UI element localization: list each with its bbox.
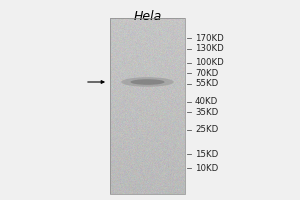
Text: 55KD: 55KD <box>195 79 218 88</box>
Text: 15KD: 15KD <box>195 150 218 159</box>
Bar <box>110 18 185 194</box>
Text: Hela: Hela <box>134 10 162 23</box>
Text: 35KD: 35KD <box>195 108 218 117</box>
Text: 100KD: 100KD <box>195 58 224 67</box>
Ellipse shape <box>130 79 165 85</box>
Text: 10KD: 10KD <box>195 164 218 173</box>
Text: 70KD: 70KD <box>195 69 218 78</box>
Text: 170KD: 170KD <box>195 34 224 43</box>
Text: 130KD: 130KD <box>195 44 224 53</box>
Text: 25KD: 25KD <box>195 125 218 134</box>
Text: 40KD: 40KD <box>195 97 218 106</box>
Ellipse shape <box>121 77 174 87</box>
